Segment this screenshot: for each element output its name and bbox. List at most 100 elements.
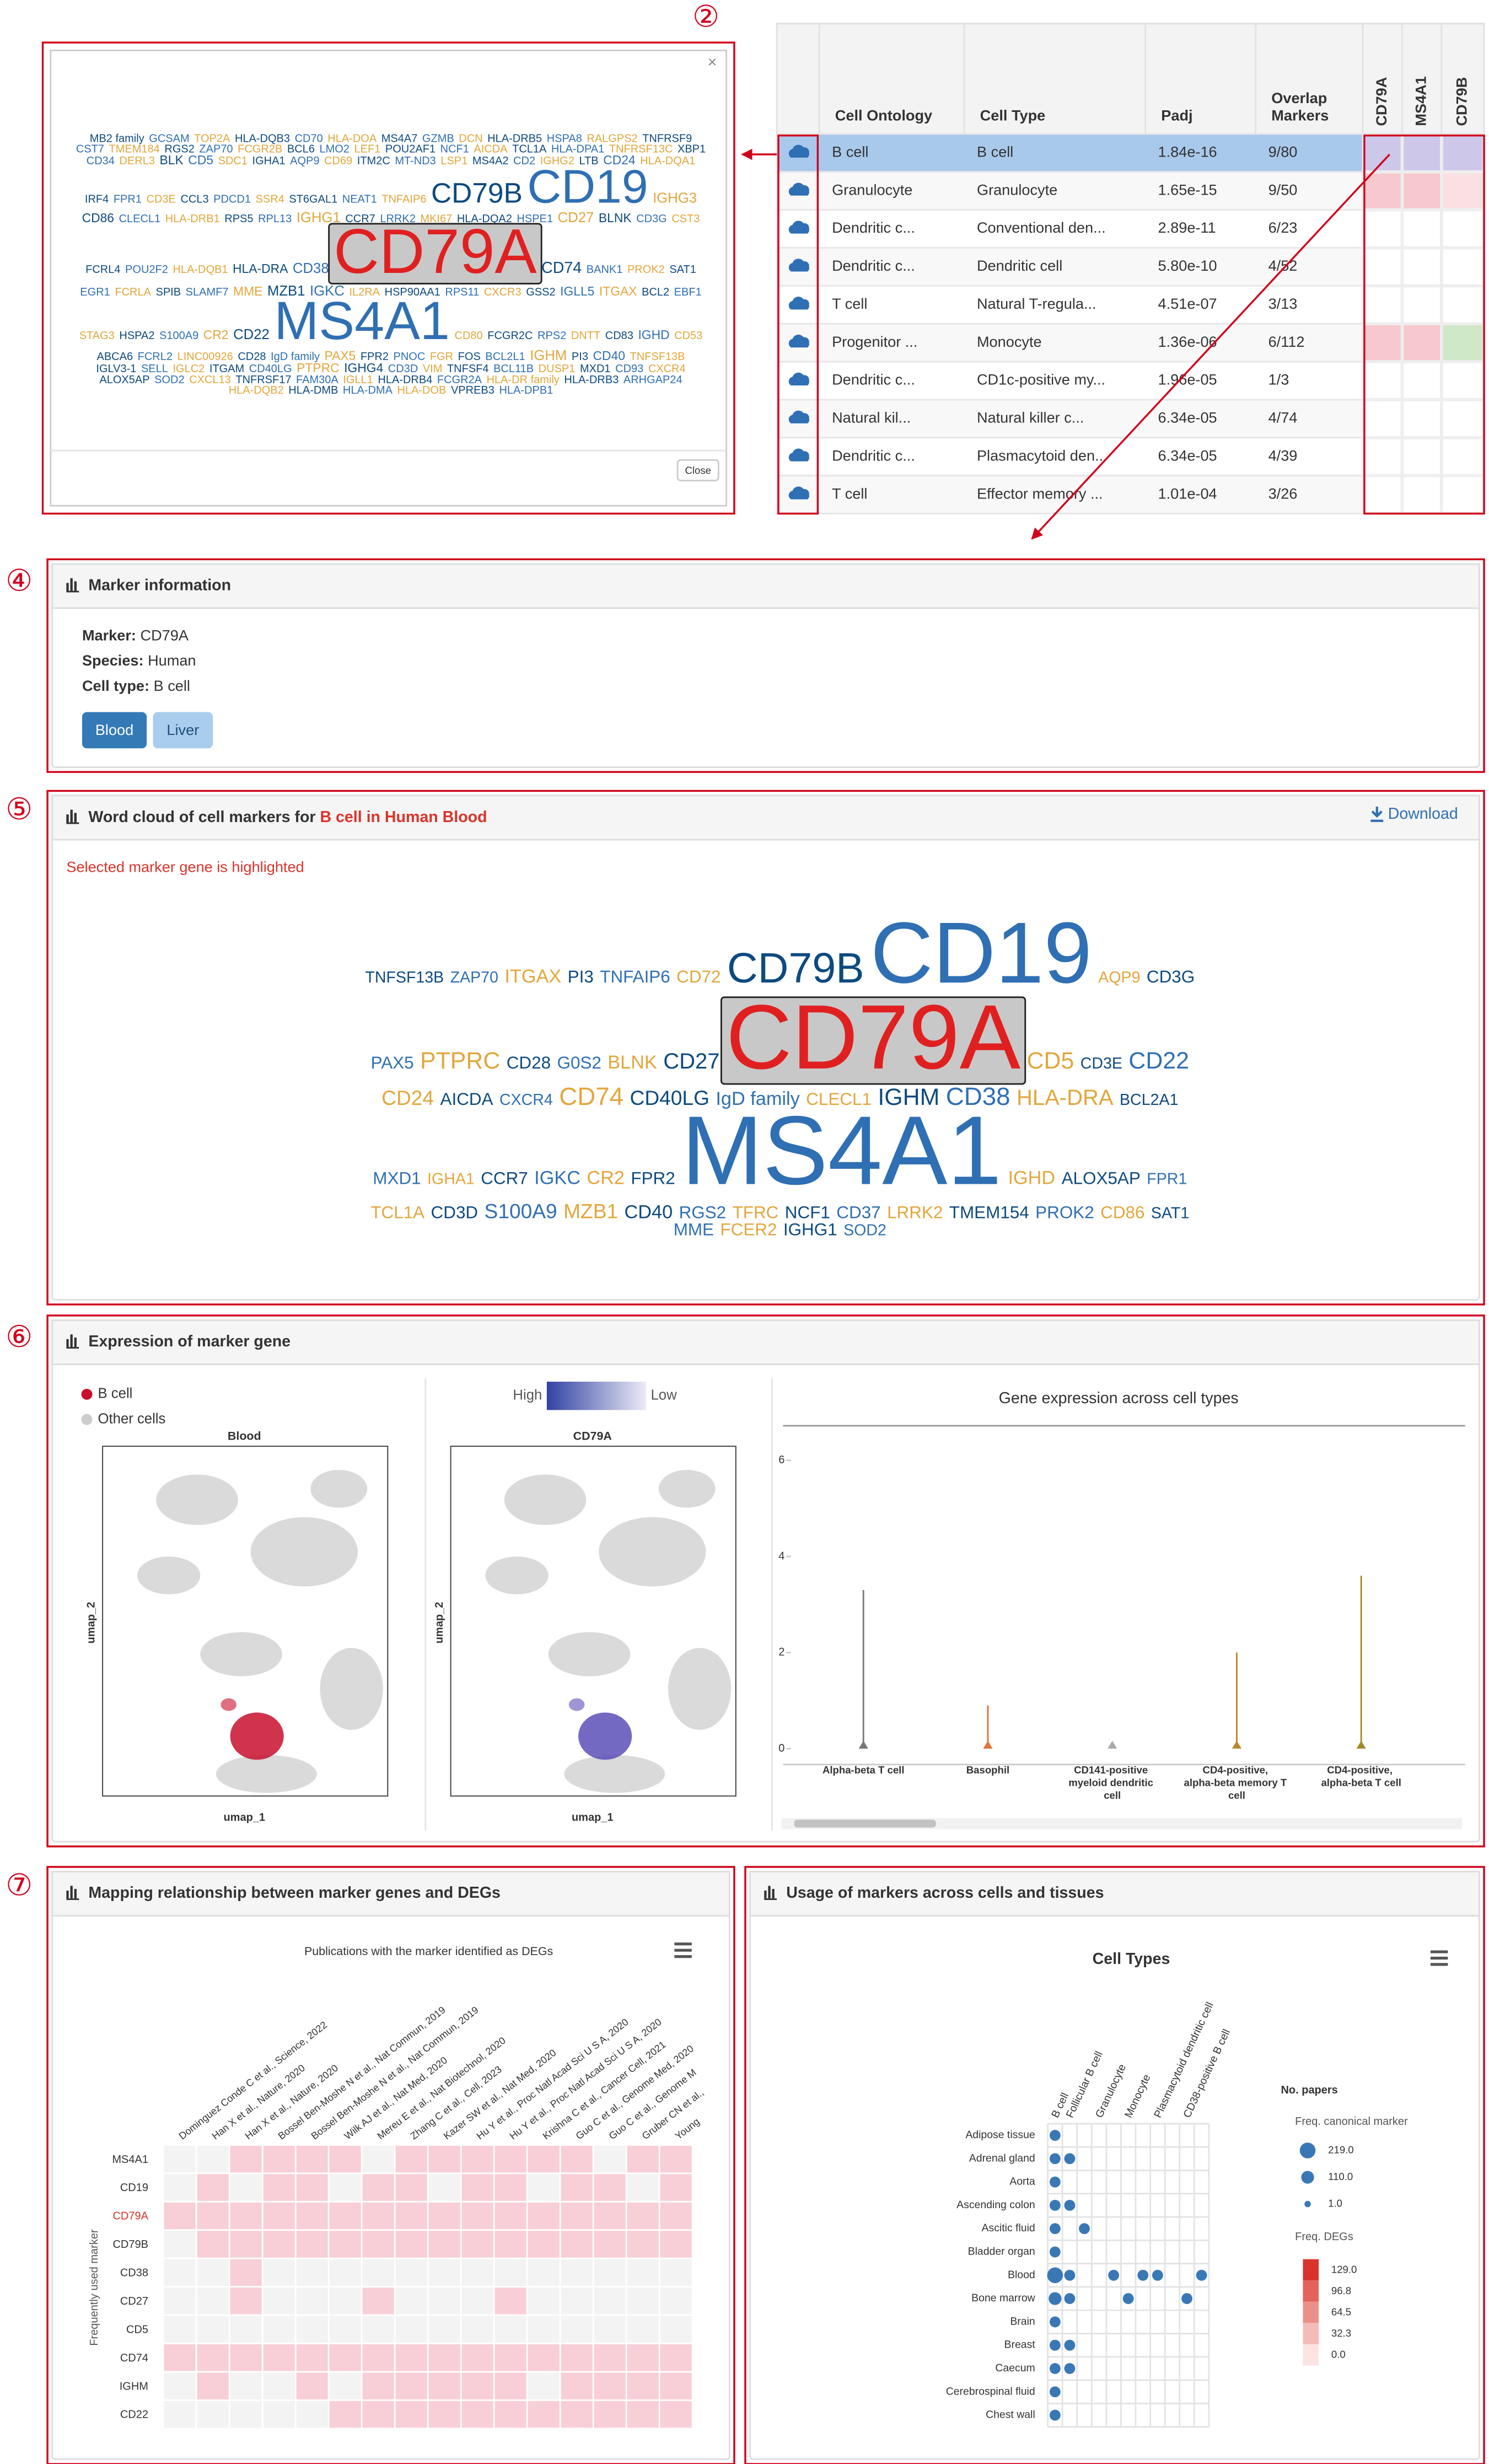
cloud-word[interactable]: PROK2 xyxy=(627,264,665,276)
cloud-word[interactable]: SSR4 xyxy=(256,193,284,205)
cloud-word[interactable]: CD34 xyxy=(87,155,115,167)
cloud-word[interactable]: IGKC xyxy=(310,283,345,299)
cloud-word[interactable]: HLA-DRB1 xyxy=(165,213,220,225)
cloud-word[interactable]: PDCD1 xyxy=(213,193,251,205)
cloud-word[interactable]: HLA-DRB3 xyxy=(564,374,619,386)
cloud-word[interactable]: VPREB3 xyxy=(451,384,494,396)
cloud-word[interactable]: CD79B xyxy=(727,944,864,992)
cloud-word[interactable]: IGHD xyxy=(1008,1167,1055,1188)
cloud-word[interactable]: IGHG2 xyxy=(540,155,574,167)
cloud-word[interactable]: TNFRSF13C xyxy=(609,143,673,155)
cloud-word[interactable]: ITGAM xyxy=(209,363,244,375)
cloud-word[interactable]: CD3E xyxy=(147,193,176,205)
cloud-word[interactable]: HLA-DOB xyxy=(397,384,446,396)
chart-menu[interactable] xyxy=(674,1942,692,1958)
cloud-word[interactable]: DCN xyxy=(459,133,482,145)
cloud-word[interactable]: MS4A1 xyxy=(274,291,450,351)
table-row[interactable] xyxy=(776,361,1364,401)
cloud-word[interactable]: LRRK2 xyxy=(887,1203,943,1222)
cloud-word[interactable]: CD79A xyxy=(726,986,1021,1088)
cloud-word[interactable]: CD3D xyxy=(431,1203,479,1222)
cloud-word[interactable]: CLECL1 xyxy=(806,1089,872,1109)
cloud-word[interactable]: BCL2A1 xyxy=(1120,1091,1178,1109)
cloud-word[interactable]: CR2 xyxy=(587,1167,625,1188)
cloud-word[interactable]: CD86 xyxy=(82,211,114,225)
cloud-word[interactable]: ITGAX xyxy=(504,966,561,987)
cloud-word[interactable]: CD2 xyxy=(513,155,535,167)
cloud-word[interactable]: IGKC xyxy=(534,1167,580,1188)
cloud-icon[interactable] xyxy=(788,259,809,272)
cloud-word[interactable]: CCR7 xyxy=(345,213,375,225)
cloud-word[interactable]: CD22 xyxy=(233,327,270,342)
cloud-icon[interactable] xyxy=(788,334,809,348)
cloud-word[interactable]: EGR1 xyxy=(80,286,110,298)
cloud-word[interactable]: BCL11B xyxy=(493,363,534,375)
cloud-word[interactable]: LSP1 xyxy=(440,155,467,167)
cloud-word[interactable]: SELL xyxy=(141,363,168,375)
table-row[interactable] xyxy=(776,247,1364,287)
cloud-word[interactable]: PNOC xyxy=(394,351,426,363)
cloud-word[interactable]: GCSAM xyxy=(149,133,189,145)
cloud-word[interactable]: MS4A2 xyxy=(472,155,509,167)
cloud-word[interactable]: CD74 xyxy=(541,259,582,277)
cloud-word[interactable]: CCL3 xyxy=(180,193,208,205)
cloud-word[interactable]: STAG3 xyxy=(79,330,115,342)
cloud-word[interactable]: IGHD xyxy=(638,328,669,342)
table-row[interactable] xyxy=(776,284,1364,325)
cloud-word[interactable]: FPR1 xyxy=(114,193,142,205)
cloud-icon[interactable] xyxy=(788,144,809,158)
scrollbar-thumb[interactable] xyxy=(794,1819,936,1828)
download-link[interactable]: Download xyxy=(1388,805,1458,823)
table-row[interactable] xyxy=(776,399,1364,439)
cloud-word[interactable]: AQP9 xyxy=(1098,969,1140,986)
cloud-word[interactable]: LINC00926 xyxy=(178,351,233,363)
cloud-word[interactable]: NEAT1 xyxy=(342,193,377,205)
cloud-word[interactable]: FCGR2B xyxy=(238,143,282,155)
cloud-word[interactable]: IGHG4 xyxy=(344,361,383,375)
cloud-word[interactable]: HLA-DRB4 xyxy=(378,374,432,386)
cloud-word[interactable]: CD70 xyxy=(295,133,323,145)
cloud-word[interactable]: AICDA xyxy=(474,143,508,155)
cloud-word[interactable]: HLA-DRA xyxy=(1017,1086,1114,1110)
cloud-word[interactable]: CST7 xyxy=(76,143,104,155)
cloud-word[interactable]: HLA-DRB5 xyxy=(487,133,542,145)
cloud-word[interactable]: G0S2 xyxy=(557,1053,601,1072)
cloud-word[interactable]: GSS2 xyxy=(526,286,555,298)
cloud-word[interactable]: AICDA xyxy=(440,1089,493,1109)
cloud-word[interactable]: CD3D xyxy=(388,363,418,375)
cloud-word[interactable]: MT-ND3 xyxy=(395,155,436,167)
cloud-word[interactable]: IGLV3-1 xyxy=(96,363,136,375)
cloud-word[interactable]: MZB1 xyxy=(267,283,305,299)
cloud-word[interactable]: MS4A7 xyxy=(381,133,418,145)
cloud-word[interactable]: LRRK2 xyxy=(380,213,415,225)
cloud-word[interactable]: IL2RA xyxy=(349,286,380,298)
cloud-word[interactable]: HLA-DRA xyxy=(233,261,288,276)
cloud-word[interactable]: LMO2 xyxy=(319,143,349,155)
cloud-word[interactable]: MB2 family xyxy=(90,133,144,145)
cloud-word[interactable]: SLAMF7 xyxy=(186,286,229,298)
cloud-word[interactable]: CST3 xyxy=(671,213,700,225)
cloud-word[interactable]: POU2AF1 xyxy=(385,143,436,155)
cloud-word[interactable]: BLK xyxy=(160,153,184,167)
cloud-word[interactable]: RPS11 xyxy=(445,286,479,298)
cloud-word[interactable]: CD38 xyxy=(946,1082,1010,1110)
cloud-word[interactable]: CD27 xyxy=(663,1049,719,1073)
cloud-word[interactable]: CD28 xyxy=(507,1053,551,1072)
cloud-word[interactable]: BCL2L1 xyxy=(485,351,525,363)
cloud-word[interactable]: CD86 xyxy=(1100,1203,1144,1222)
cloud-word[interactable]: SOD2 xyxy=(154,374,184,386)
cloud-word[interactable]: HSPA8 xyxy=(547,133,582,145)
cloud-word[interactable]: TNFSF13B xyxy=(365,969,444,986)
cloud-word[interactable]: CD40LG xyxy=(249,363,292,375)
cloud-word[interactable]: CD24 xyxy=(603,153,636,167)
cloud-word[interactable]: ABCA6 xyxy=(96,351,133,363)
cloud-word[interactable]: LTB xyxy=(579,155,598,167)
cloud-word[interactable]: CD3G xyxy=(1147,967,1195,986)
cloud-word[interactable]: MZB1 xyxy=(563,1199,618,1222)
cloud-word[interactable]: EBF1 xyxy=(674,286,702,298)
cloud-word[interactable]: CD53 xyxy=(674,330,702,342)
cloud-word[interactable]: ITGAX xyxy=(599,284,637,298)
cloud-word[interactable]: HLA-DQB2 xyxy=(229,384,284,396)
cloud-word[interactable]: MXD1 xyxy=(580,363,611,375)
cloud-word[interactable]: FAM30A xyxy=(296,374,338,386)
